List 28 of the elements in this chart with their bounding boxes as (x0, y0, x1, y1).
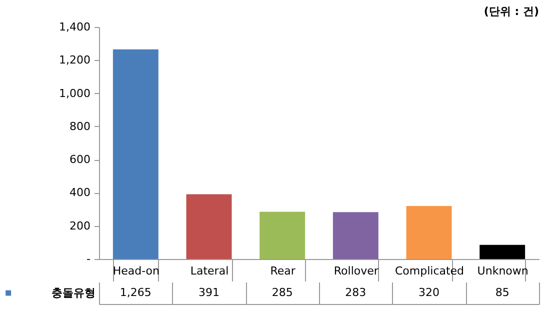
x-tick-label: Lateral (190, 264, 229, 278)
x-tick-label: Rollover (334, 264, 379, 278)
x-tick-label: Head-on (112, 264, 160, 278)
y-tick-label: 1,000 (59, 86, 90, 100)
data-label: 1,265 (120, 286, 152, 299)
x-tick-label: Rear (270, 264, 296, 278)
y-tick-label: 800 (70, 120, 90, 133)
y-tick-label: 200 (70, 219, 90, 232)
data-label: 320 (418, 286, 440, 299)
y-tick-label: - (86, 252, 91, 266)
y-tick-label: 400 (70, 186, 90, 200)
bar (112, 49, 158, 259)
bar (332, 212, 378, 259)
data-label: 283 (345, 286, 366, 299)
bar (406, 206, 452, 259)
y-tick-label: 1,400 (59, 20, 90, 34)
bar (260, 212, 306, 259)
x-tick-label: Unknown (477, 264, 528, 278)
bar (186, 194, 232, 259)
data-label: 85 (495, 286, 510, 299)
y-tick-label: 1,200 (59, 54, 90, 67)
bar (480, 244, 526, 259)
y-tick-label: 600 (70, 153, 90, 166)
text: 충돌유형 (52, 286, 96, 300)
data-label: 285 (272, 286, 293, 299)
text: (단위 : 건) (484, 5, 539, 18)
data-label: 391 (198, 286, 220, 299)
x-tick-label: Complicated (394, 264, 464, 278)
